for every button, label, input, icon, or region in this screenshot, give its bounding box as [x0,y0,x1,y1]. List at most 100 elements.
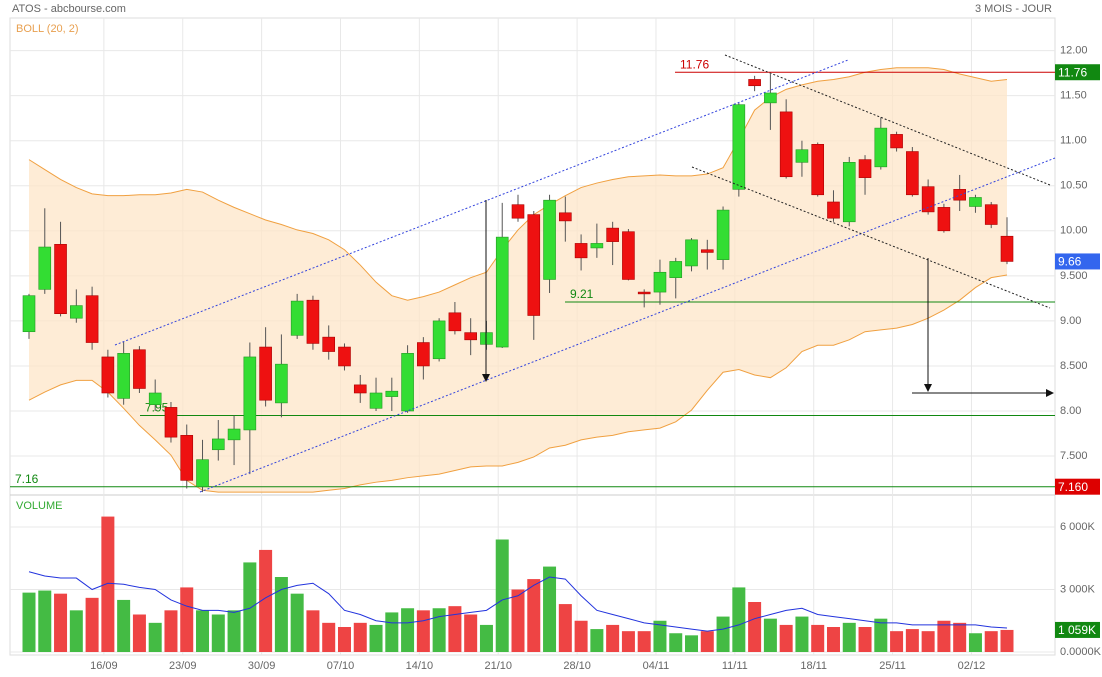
candle-body [148,392,162,406]
x-tick-label: 21/10 [484,660,512,672]
volume-bar [401,608,415,652]
volume-bar [274,577,288,652]
candle-body [306,299,320,344]
volume-bar [353,622,367,652]
candle-body [685,239,698,267]
volume-bar [921,631,935,652]
volume-bar [69,610,83,652]
y-tick-label: 8.500 [1060,360,1088,372]
volume-bar [85,597,99,652]
volume-bar [953,622,967,652]
volume-bar [558,604,572,652]
volume-bar [290,593,304,652]
volume-bar [700,631,714,652]
chart-title: ATOS - abcbourse.com [12,3,126,15]
volume-bar [826,627,840,652]
volume-bar [606,624,620,652]
volume-bar [117,599,131,652]
candle-body [117,353,130,399]
volume-bar [527,579,541,652]
candle-body [858,159,872,178]
volume-bar [180,587,194,652]
level-label: 11.76 [680,57,709,71]
chart-subtitle: 3 MOIS - JOUR [975,3,1052,15]
candle-body [779,111,793,178]
volume-bar [227,610,241,652]
candle-body [953,189,966,201]
candle-body [906,151,919,196]
candle-body [937,207,951,232]
arrowhead [482,374,490,382]
candle-body [495,236,509,348]
x-tick-label: 07/10 [327,660,355,672]
candle-body [716,209,730,260]
candle-body [259,346,272,401]
volume-bar [748,602,762,652]
volume-bar [243,562,257,652]
volume-bar [763,618,777,652]
trend-line [199,157,1056,493]
x-tick-label: 11/11 [722,660,748,672]
band-fill [29,67,1007,493]
volume-bar [101,516,115,652]
trend-line [114,59,849,346]
candle-body [369,392,383,409]
volume-bar [322,622,336,652]
x-tick-label: 25/11 [879,660,906,672]
volume-bar [858,627,872,652]
volume-tag-label: 1 059K [1058,623,1096,637]
price-tag-label: 7.160 [1058,480,1088,494]
volume-bar [669,633,683,652]
x-tick-label: 04/11 [643,660,670,672]
candle-body [227,428,241,441]
candle-body [322,336,336,352]
volume-bar [132,614,146,652]
volume-bar [937,620,951,652]
volume-bar [211,614,225,652]
price-tag [1055,253,1100,270]
candle-body [606,227,619,242]
level-label: 7.16 [15,472,39,486]
volume-bar [779,624,793,652]
volume-bar [716,616,730,652]
candle-body [842,162,856,223]
y-tick-label: 9.500 [1060,270,1088,282]
volume-bar [259,549,273,652]
volume-bar [732,587,746,652]
volume-bar [369,624,383,652]
candle-body [700,249,714,253]
candle-body [811,144,825,196]
level-label: 9.21 [570,287,594,301]
band-lower [28,274,1008,493]
candle-body [637,291,651,295]
candle-body [874,127,888,168]
y-tick-label: 10.50 [1060,180,1088,192]
candle-body [559,212,572,222]
candle-body [54,244,67,315]
candle-body [353,384,367,394]
candle-body [275,363,288,404]
volume-bar [637,631,651,652]
candle-body [748,79,761,87]
volume-bar [590,629,604,652]
volume-bar [685,635,699,652]
x-tick-label: 30/09 [248,660,276,672]
volume-bar [842,622,856,652]
y-tick-label: 11.00 [1060,135,1087,147]
y-tick-label: 6 000K [1060,521,1096,533]
candle-body [669,261,683,278]
volume-bar [574,620,588,652]
y-tick-label: 10.00 [1060,225,1088,237]
trend-line [691,166,1051,309]
y-tick-label: 12.00 [1060,45,1088,57]
candle-body [921,186,935,213]
volume-bar [968,633,982,652]
candle-body [385,390,399,397]
candle-body [464,332,477,341]
volume-bar [54,593,68,652]
price-tag-label: 9.66 [1058,255,1082,269]
candle-body [622,231,635,280]
candle-body [448,312,462,332]
y-tick-label: 8.00 [1060,405,1081,417]
x-tick-label: 28/10 [563,660,591,672]
